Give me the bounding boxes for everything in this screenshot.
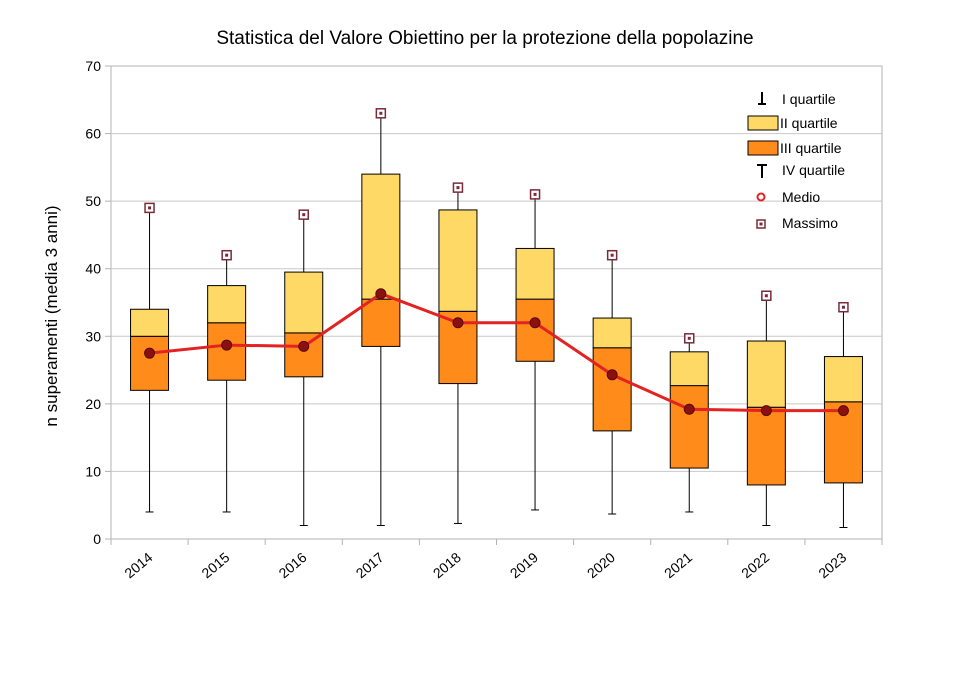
y-tick-label: 30	[85, 328, 101, 344]
y-tick-label: 70	[85, 58, 101, 74]
legend-item-ii-quartile: II quartile	[747, 115, 838, 131]
box-upper-quartile	[207, 285, 247, 324]
max-marker-dot	[533, 192, 537, 196]
mean-point	[837, 405, 849, 417]
mean-point	[144, 347, 156, 359]
box-upper-quartile	[823, 356, 863, 403]
x-tick-label: 2015	[198, 549, 232, 581]
legend-item-i-quartile: I quartile	[758, 91, 836, 107]
y-axis-label: n superamenti (media 3 anni)	[42, 205, 61, 426]
legend-item-medio: Medio	[756, 189, 820, 205]
max-marker-dot	[764, 294, 768, 298]
x-tick-label: 2014	[121, 549, 155, 581]
box-lower-quartile	[669, 385, 709, 469]
box-lower-quartile	[361, 298, 401, 347]
x-tick-label: 2017	[353, 549, 387, 581]
x-tick-label: 2018	[430, 549, 464, 581]
box-upper-quartile	[592, 317, 632, 349]
max-marker-dot	[302, 213, 306, 217]
legend-item-iii-quartile: III quartile	[747, 140, 842, 156]
max-marker-dot	[610, 253, 614, 257]
max-marker-dot	[379, 111, 383, 115]
x-tick-label: 2016	[276, 549, 310, 581]
mean-point	[760, 405, 772, 417]
box-lower-quartile	[207, 322, 247, 381]
max-marker-dot	[456, 186, 460, 190]
box-upper-quartile	[669, 351, 709, 387]
mean-point	[683, 403, 695, 415]
legend-label-i-quartile: I quartile	[782, 91, 836, 107]
y-tick-label: 10	[85, 463, 101, 479]
box-upper-quartile	[746, 340, 786, 408]
y-tick-label: 60	[85, 126, 101, 142]
box-lower-quartile	[284, 332, 324, 378]
x-tick-label: 2020	[584, 549, 618, 581]
legend-label-ii-quartile: II quartile	[780, 115, 838, 131]
box-lower-quartile	[592, 347, 632, 432]
boxes	[130, 108, 863, 529]
y-tick-label: 40	[85, 261, 101, 277]
box-upper-quartile	[361, 173, 401, 300]
legend: I quartile II quartile III quartile IV q…	[747, 91, 845, 231]
max-marker-dot	[225, 253, 229, 257]
x-tick-label: 2021	[661, 549, 695, 581]
mean-point	[529, 317, 541, 329]
mean-line-layer	[144, 288, 849, 417]
chart-title: Statistica del Valore Obiettino per la p…	[216, 28, 753, 49]
x-tick-label: 2022	[738, 549, 772, 581]
legend-item-iv-quartile: IV quartile	[757, 162, 845, 178]
box-upper-quartile	[438, 209, 478, 312]
x-tick-label: 2019	[507, 549, 541, 581]
legend-item-massimo: Massimo	[756, 215, 838, 231]
max-marker-dot	[687, 336, 691, 340]
x-tick-label: 2023	[815, 549, 849, 581]
box-upper-quartile	[130, 308, 170, 337]
max-marker-dot	[148, 206, 152, 210]
y-tick-label: 50	[85, 193, 101, 209]
box-upper-quartile	[284, 271, 324, 334]
mean-line	[149, 292, 844, 413]
legend-label-medio: Medio	[782, 189, 820, 205]
y-tick-label: 0	[93, 531, 101, 547]
legend-label-iv-quartile: IV quartile	[782, 162, 845, 178]
mean-point	[298, 340, 310, 352]
mean-point	[452, 317, 464, 329]
y-tick-label: 20	[85, 396, 101, 412]
mean-point	[375, 288, 387, 300]
legend-label-iii-quartile: III quartile	[780, 140, 842, 156]
mean-point	[221, 339, 233, 351]
legend-label-massimo: Massimo	[782, 215, 838, 231]
max-marker-dot	[841, 305, 845, 309]
box-lower-quartile	[130, 335, 170, 391]
box-upper-quartile	[515, 247, 555, 300]
box-lower-quartile	[746, 406, 786, 486]
mean-point	[606, 369, 618, 381]
